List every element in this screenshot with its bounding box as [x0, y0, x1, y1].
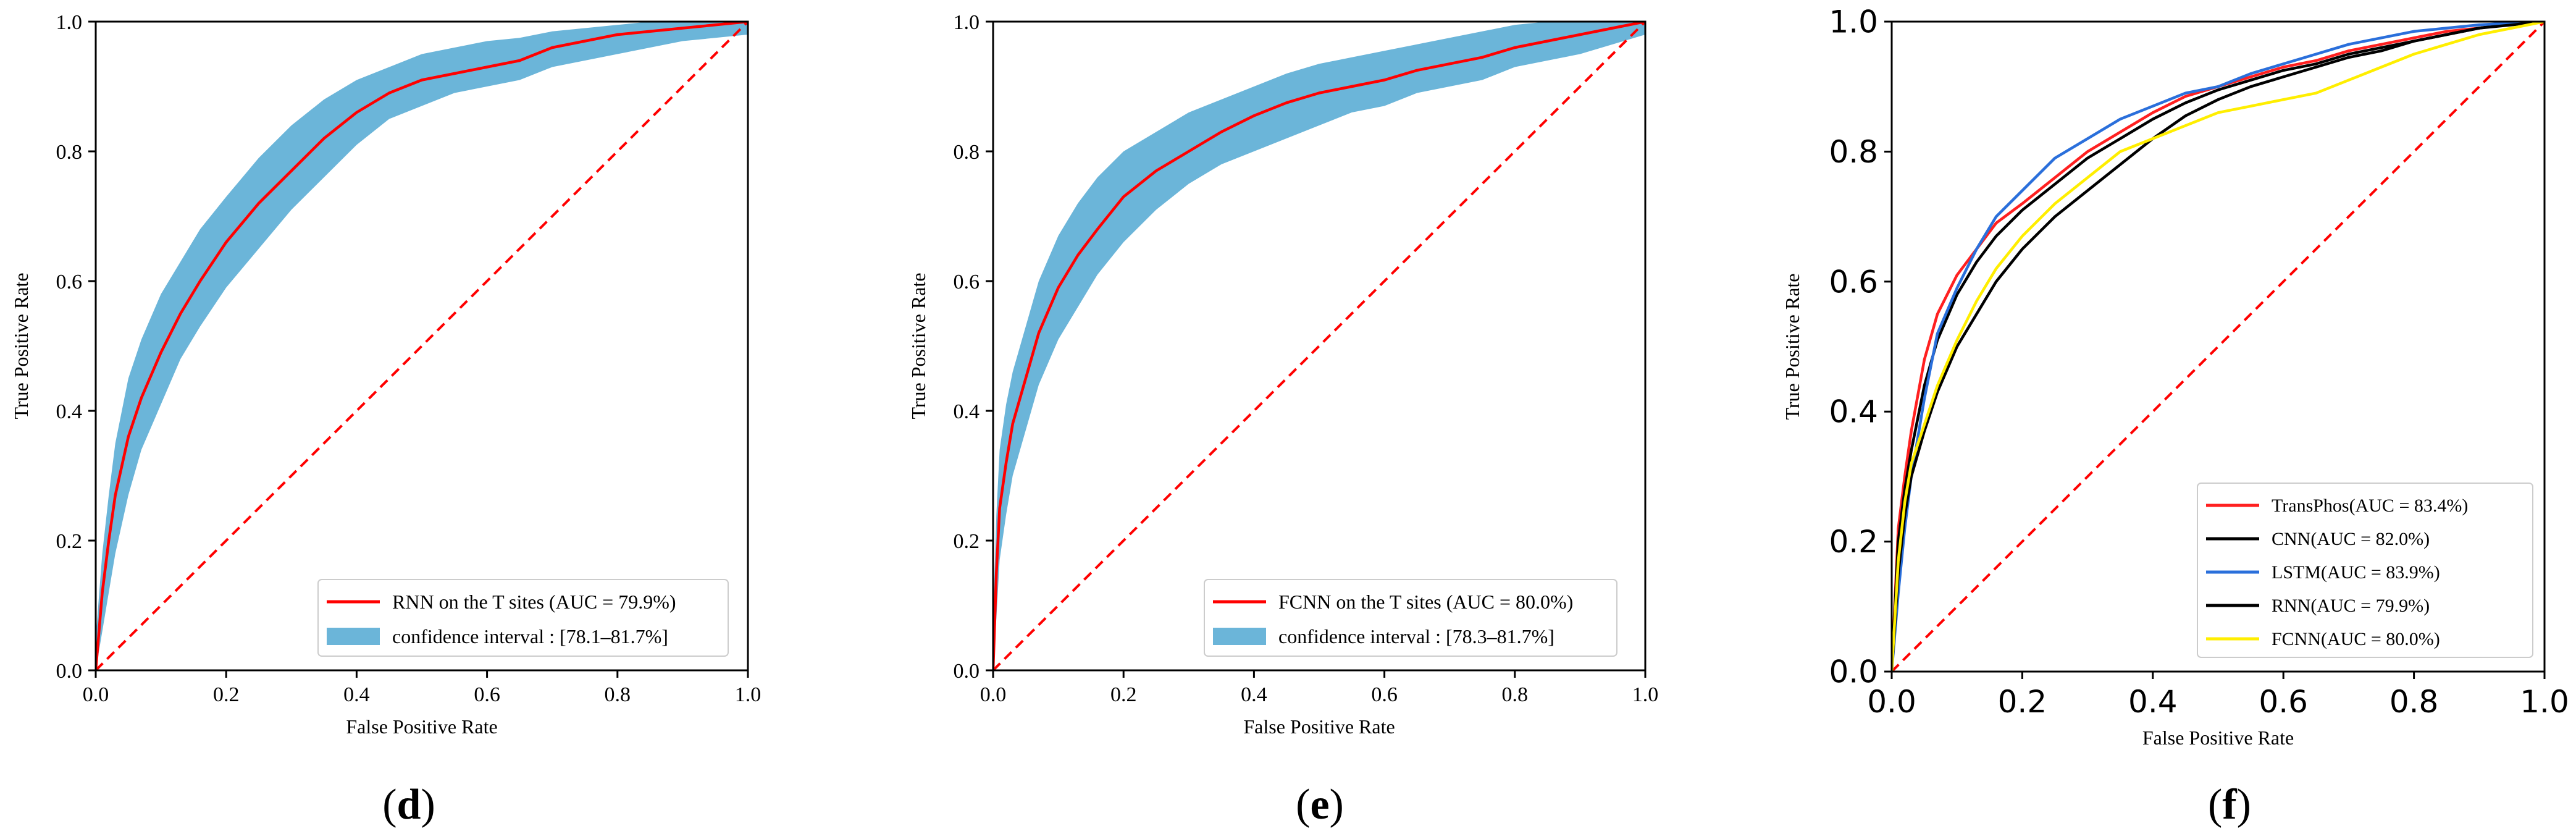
- y-tick-label: 0.4: [1829, 394, 1878, 430]
- y-tick-label: 0.0: [1829, 654, 1878, 690]
- plot-area: [1892, 22, 2545, 672]
- x-axis-label: False Positive Rate: [2142, 727, 2294, 749]
- x-axis-label: False Positive Rate: [346, 715, 497, 738]
- y-axis-label: True Positive Rate: [10, 272, 32, 419]
- legend-box: [2197, 483, 2533, 658]
- panel-label-close-paren: ): [2237, 781, 2251, 828]
- legend: RNN on the T sites (AUC = 79.9%) confiden…: [317, 579, 729, 657]
- legend: FCNN on the T sites (AUC = 80.0%) confide…: [1204, 579, 1617, 657]
- y-tick-label: 1.0: [1829, 4, 1878, 40]
- y-tick-label: 0.8: [56, 141, 83, 164]
- x-tick-label: 0.0: [980, 683, 1007, 706]
- panel-label: (e): [1296, 781, 1344, 828]
- roc-curve-0: [1892, 22, 2545, 672]
- legend-box: [1204, 579, 1617, 657]
- y-tick-label: 0.2: [1829, 524, 1878, 560]
- x-tick-label: 1.0: [2520, 684, 2569, 720]
- plot-area: [993, 22, 1645, 670]
- panel-label-letter: d: [397, 781, 421, 828]
- roc-panel-d: 0.0 0.2 0.4 0.6 0.8 1.0 0.0 0.2 0.4 0.6 0.8 1.0 Fals…: [10, 11, 761, 828]
- roc-curve-3: [1892, 22, 2545, 672]
- panel-label-open-paren: (: [1296, 781, 1310, 828]
- x-tick-label: 0.6: [1371, 683, 1398, 706]
- y-axis-label: True Positive Rate: [907, 272, 929, 419]
- x-tick-label: 0.4: [343, 683, 370, 706]
- axes-frame: [992, 20, 1647, 672]
- panel-label: (d): [382, 781, 435, 828]
- legend-entry-label: RNN(AUC = 79.9%): [2272, 596, 2430, 616]
- confidence-band: [96, 22, 748, 670]
- y-tick-label: 0.0: [954, 660, 980, 683]
- x-tick-label: 1.0: [1632, 683, 1659, 706]
- x-tick-label: 0.2: [1110, 683, 1137, 706]
- legend-box: [317, 579, 729, 657]
- y-tick-label: 0.6: [1829, 264, 1878, 300]
- y-axis-label: True Positive Rate: [1781, 273, 1803, 420]
- y-tick-label: 1.0: [56, 11, 83, 34]
- confidence-band: [993, 22, 1645, 670]
- x-tick-label: 0.8: [1502, 683, 1529, 706]
- roc-curve-0: [96, 22, 748, 670]
- y-tick-label: 0.6: [954, 271, 980, 293]
- panel-label-letter: e: [1310, 781, 1329, 828]
- axes-frame: [1890, 20, 2546, 673]
- y-tick-label: 0.4: [56, 400, 83, 423]
- chance-diagonal-line: [96, 22, 748, 670]
- x-tick-label: 0.0: [83, 683, 109, 706]
- y-tick-label: 0.4: [954, 400, 980, 423]
- x-tick-label: 0.2: [213, 683, 240, 706]
- y-tick-label: 0.2: [56, 530, 83, 553]
- legend-entry-label: RNN on the T sites (AUC = 79.9%): [392, 591, 676, 613]
- y-tick-label: 0.8: [1829, 134, 1878, 170]
- legend-entry-label: FCNN(AUC = 80.0%): [2272, 629, 2440, 649]
- chance-diagonal-line: [993, 22, 1645, 670]
- panel-label-open-paren: (: [382, 781, 396, 828]
- y-tick-label: 0.6: [56, 271, 83, 293]
- x-tick-label: 1.0: [735, 683, 761, 706]
- panel-label-close-paren: ): [1330, 781, 1344, 828]
- legend-entry-label: confidence interval : [78.1–81.7%]: [392, 625, 668, 647]
- legend-swatch: [327, 628, 380, 645]
- x-tick-label: 0.2: [1998, 684, 2047, 720]
- legend: TransPhos(AUC = 83.4%) CNN(AUC = 82.0%) LS…: [2197, 483, 2533, 658]
- roc-curve-4: [1892, 22, 2545, 672]
- roc-curve-0: [993, 22, 1645, 670]
- x-tick-label: 0.6: [2259, 684, 2308, 720]
- axes-frame: [94, 20, 749, 672]
- legend-entry-label: TransPhos(AUC = 83.4%): [2272, 495, 2468, 516]
- panel-label-open-paren: (: [2208, 781, 2222, 828]
- panel-label-letter: f: [2222, 781, 2237, 828]
- panel-label-close-paren: ): [421, 781, 435, 828]
- y-tick-label: 0.8: [954, 141, 980, 164]
- x-tick-label: 0.0: [1867, 684, 1916, 720]
- roc-panel-e: 0.0 0.2 0.4 0.6 0.8 1.0 0.0 0.2 0.4 0.6 0.8 1.0 Fals…: [907, 11, 1659, 828]
- x-tick-label: 0.8: [605, 683, 631, 706]
- roc-curve-2: [1892, 22, 2545, 672]
- y-tick-label: 1.0: [954, 11, 980, 34]
- legend-entry-label: LSTM(AUC = 83.9%): [2272, 562, 2440, 583]
- x-tick-label: 0.4: [1241, 683, 1267, 706]
- panel-label: (f): [2208, 781, 2251, 828]
- chance-diagonal-line: [1892, 22, 2545, 672]
- y-tick-label: 0.0: [56, 660, 83, 683]
- x-tick-label: 0.6: [474, 683, 500, 706]
- x-tick-label: 0.8: [2389, 684, 2439, 720]
- legend-entry-label: confidence interval : [78.3–81.7%]: [1278, 625, 1554, 647]
- y-tick-label: 0.2: [954, 530, 980, 553]
- legend-entry-label: FCNN on the T sites (AUC = 80.0%): [1278, 591, 1573, 613]
- legend-swatch: [1213, 628, 1266, 645]
- x-axis-label: False Positive Rate: [1243, 715, 1395, 738]
- roc-panel-f: 0.0 0.2 0.4 0.6 0.8 1.0 0.0 0.2 0.4 0.6 0.8 1.0 Fals…: [1781, 4, 2569, 829]
- plot-area: [96, 22, 748, 670]
- legend-entry-label: CNN(AUC = 82.0%): [2272, 529, 2430, 549]
- x-tick-label: 0.4: [2128, 684, 2178, 720]
